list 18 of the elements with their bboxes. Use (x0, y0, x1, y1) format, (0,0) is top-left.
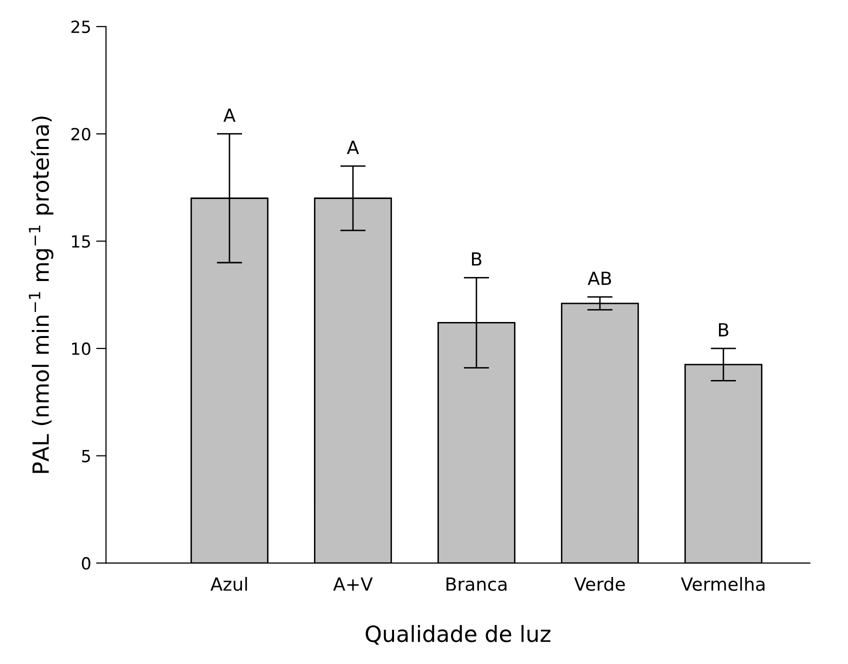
x-tick-label: Branca (446, 578, 506, 591)
y-tick-label: 15 (72, 235, 90, 248)
annotation: A (223, 108, 236, 122)
annotation: B (472, 252, 482, 266)
annotation: B (718, 323, 728, 336)
y-tick-label: 20 (71, 128, 90, 140)
y-tick-label: 10 (72, 342, 90, 356)
annotation: AB (588, 272, 612, 285)
x-tick-label: A+V (333, 578, 373, 591)
x-tick-label: Vermelha (680, 576, 764, 591)
annotation: A (346, 140, 359, 154)
y-tick-label: 25 (71, 20, 90, 34)
x-tick-label: Azul (210, 576, 247, 591)
y-tick-label: 5 (82, 450, 90, 462)
x-tick-label: Verde (574, 576, 625, 591)
y-axis-title: PAL (nmol min$^{−1}$ mg$^{−1}$ proteína) (28, 116, 54, 473)
x-axis-title: Qualidade de luz (366, 624, 550, 645)
y-tick-label: 0 (82, 557, 90, 570)
